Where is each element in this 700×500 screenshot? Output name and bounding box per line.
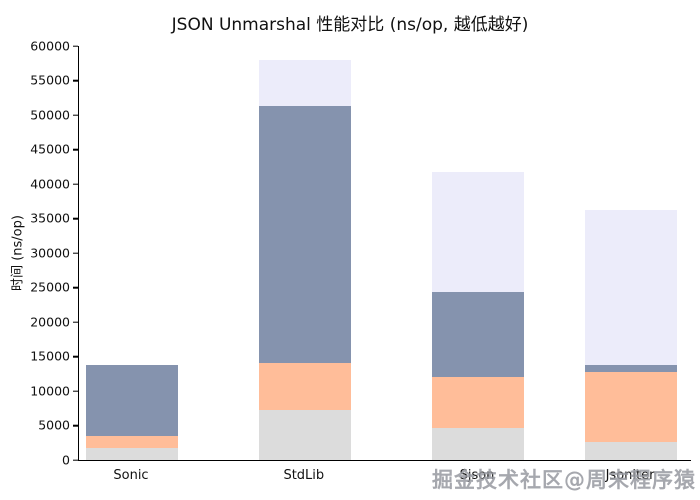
y-tick-label: 55000 — [30, 72, 70, 88]
y-tick-mark — [72, 390, 78, 392]
y-tick-label: 20000 — [30, 313, 70, 329]
bar-sjson — [432, 46, 524, 460]
watermark: 掘金技术社区@周末程序猿 — [432, 468, 696, 492]
y-tick-label: 15000 — [30, 348, 70, 364]
bar-segment-lavender-segment — [432, 171, 524, 292]
y-tick-mark — [72, 45, 78, 47]
bar-jsoniter — [585, 46, 677, 460]
bar-segment-slate-segment — [86, 364, 178, 436]
y-tick-mark — [72, 114, 78, 116]
bar-stdlib — [258, 46, 351, 460]
y-tick-mark — [72, 252, 78, 254]
y-tick-mark — [72, 355, 78, 358]
y-tick-mark — [72, 321, 78, 323]
bar-sonic — [86, 46, 178, 460]
y-tick-mark — [72, 217, 78, 220]
x-tick-label-sjson: Sjson — [459, 468, 495, 483]
bars-layer — [79, 46, 691, 460]
bar-segment-lavender-segment — [585, 210, 677, 365]
y-tick-label: 45000 — [30, 141, 70, 157]
y-axis: 0 5000 10000 15000 20000 25000 30000 35000 40000… — [30, 39, 691, 465]
bar-segment-lightgray-segment — [432, 428, 524, 460]
bar-segment-salmon-segment — [258, 363, 351, 410]
y-tick-label: 10000 — [30, 382, 70, 398]
y-tick-mark — [72, 424, 78, 427]
bar-segment-slate-segment — [432, 291, 524, 378]
y-tick-label: 25000 — [30, 279, 70, 295]
bar-segment-lightgray-segment — [258, 409, 351, 460]
y-tick-mark — [72, 183, 78, 185]
bar-segment-salmon-segment — [86, 435, 178, 448]
y-tick-label: 40000 — [30, 175, 70, 191]
plot-area: 0 5000 10000 15000 20000 25000 30000 35000 40000… — [30, 39, 691, 465]
y-tick-mark — [72, 148, 78, 151]
y-tick-mark — [72, 286, 78, 289]
x-tick-label-jsoniter: Jsoniter — [605, 468, 655, 483]
y-tick-label: 5000 — [38, 417, 70, 433]
x-tick-label-sonic: Sonic — [113, 468, 149, 483]
bar-segment-salmon-segment — [585, 371, 677, 443]
y-tick-label: 35000 — [30, 210, 70, 226]
bar-segment-slate-segment — [585, 364, 677, 372]
chart-title: JSON Unmarshal 性能对比 (ns/op, 越低越好) — [171, 15, 529, 35]
bar-segment-salmon-segment — [432, 377, 524, 429]
y-tick-label: 30000 — [30, 244, 70, 260]
bar-segment-lightgray-segment — [585, 442, 677, 460]
x-tick-label-stdlib: StdLib — [283, 468, 325, 483]
y-tick-mark — [72, 459, 78, 461]
y-axis-label: 时间 (ns/op) — [10, 215, 26, 291]
bar-segment-lavender-segment — [258, 59, 351, 107]
y-tick-label: 50000 — [30, 106, 70, 122]
bar-segment-lightgray-segment — [86, 447, 178, 460]
x-axis: Sonic StdLib Sjson Jsoniter — [78, 462, 690, 494]
y-tick-mark — [72, 79, 78, 82]
bar-segment-slate-segment — [258, 106, 351, 364]
y-tick-label: 60000 — [30, 37, 70, 53]
y-tick-label: 0 — [62, 451, 70, 467]
